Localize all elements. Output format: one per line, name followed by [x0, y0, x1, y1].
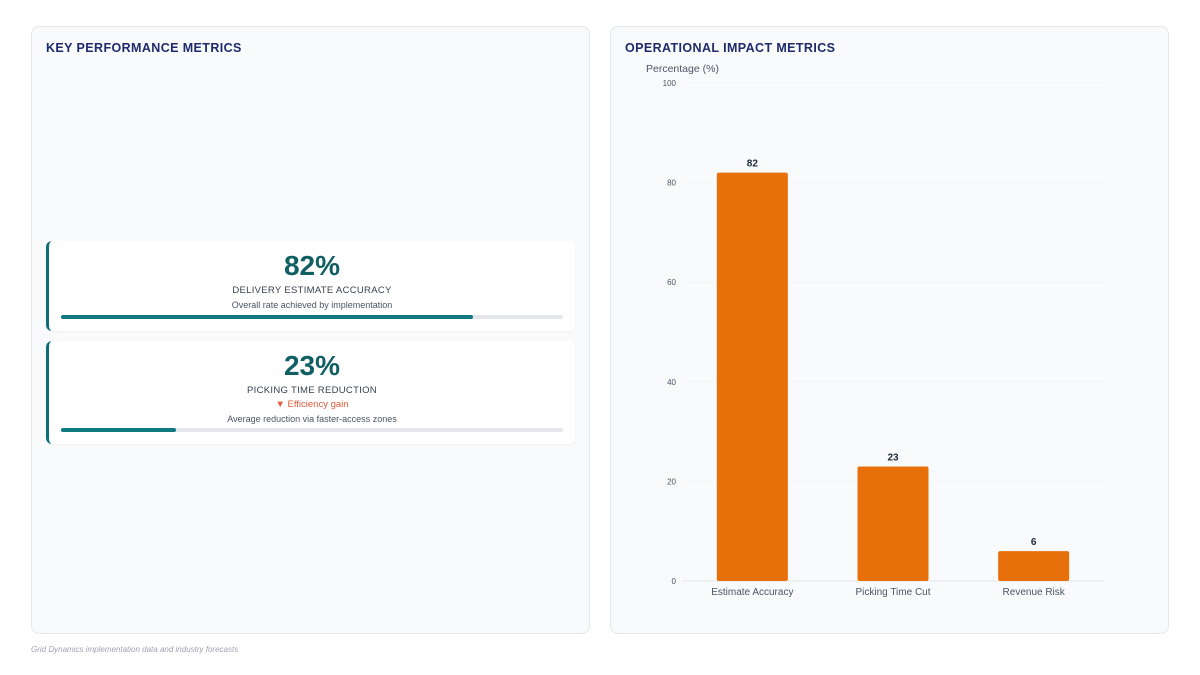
kpi-trend-indicator: ▼ Efficiency gain	[275, 399, 349, 410]
kpi-label: DELIVERY ESTIMATE ACCURACY	[232, 285, 392, 296]
kpi-panel: KEY PERFORMANCE METRICS 82% DELIVERY EST…	[31, 26, 590, 634]
chart-panel: OPERATIONAL IMPACT METRICS Percentage (%…	[610, 26, 1169, 634]
x-tick-label: Estimate Accuracy	[711, 587, 793, 598]
y-tick-label: 80	[667, 179, 676, 188]
bar-chart: Percentage (%) 0 20 40 60 80 100 82 Estimate Acc…	[646, 63, 1104, 598]
x-tick-label: Revenue Risk	[1003, 587, 1066, 598]
kpi-value: 23%	[283, 350, 341, 381]
bar	[857, 466, 929, 581]
x-tick-label: Picking Time Cut	[855, 587, 930, 598]
kpi-progress-track	[61, 428, 563, 432]
bar-data-label: 23	[887, 452, 899, 463]
source-footnote: Grid Dynamics implementation data and in…	[31, 645, 239, 654]
y-axis-label: Percentage (%)	[646, 63, 719, 75]
kpi-panel-title: KEY PERFORMANCE METRICS	[46, 41, 242, 55]
kpi-card-picking-time: 23% PICKING TIME REDUCTION ▼ Efficiency …	[46, 341, 575, 444]
kpi-description: Average reduction via faster-access zone…	[227, 414, 397, 424]
y-tick-label: 40	[667, 378, 676, 387]
y-tick-label: 100	[663, 79, 677, 88]
kpi-description: Overall rate achieved by implementation	[231, 300, 393, 310]
bar	[998, 551, 1070, 581]
kpi-progress-fill	[61, 315, 473, 319]
y-tick-label: 0	[672, 577, 677, 586]
chart-panel-title: OPERATIONAL IMPACT METRICS	[625, 41, 836, 55]
y-tick-label: 60	[667, 278, 676, 287]
y-tick-label: 20	[667, 477, 676, 486]
kpi-progress-track	[61, 315, 563, 319]
kpi-progress-fill	[61, 428, 177, 432]
bar	[716, 172, 788, 581]
kpi-value: 82%	[283, 250, 341, 281]
kpi-label: PICKING TIME REDUCTION	[247, 385, 377, 396]
bar-data-label: 82	[747, 159, 759, 170]
kpi-card-delivery-accuracy: 82% DELIVERY ESTIMATE ACCURACY Overall r…	[46, 241, 575, 331]
bar-data-label: 6	[1031, 537, 1037, 548]
